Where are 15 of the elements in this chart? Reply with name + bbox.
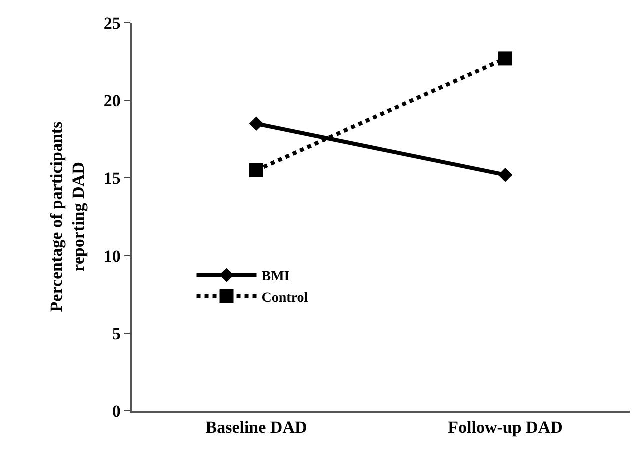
y-tick-label: 5 bbox=[112, 324, 121, 344]
y-axis-title: Percentage of participants reporting DAD bbox=[46, 121, 88, 312]
y-tick-label: 15 bbox=[104, 169, 121, 188]
point bbox=[250, 163, 264, 178]
point bbox=[249, 116, 264, 132]
x-tick-label: Follow-up DAD bbox=[448, 418, 563, 438]
legend-label: BMI bbox=[262, 270, 290, 285]
legend-label: Control bbox=[262, 290, 308, 306]
y-tick-label: 0 bbox=[112, 402, 121, 421]
y-tick-label: 20 bbox=[104, 92, 121, 111]
y-tick-label: 10 bbox=[104, 246, 121, 266]
y-tick-label: 25 bbox=[104, 14, 121, 33]
point bbox=[498, 168, 513, 182]
point bbox=[498, 52, 512, 66]
x-tick-label: Baseline DAD bbox=[206, 418, 308, 438]
